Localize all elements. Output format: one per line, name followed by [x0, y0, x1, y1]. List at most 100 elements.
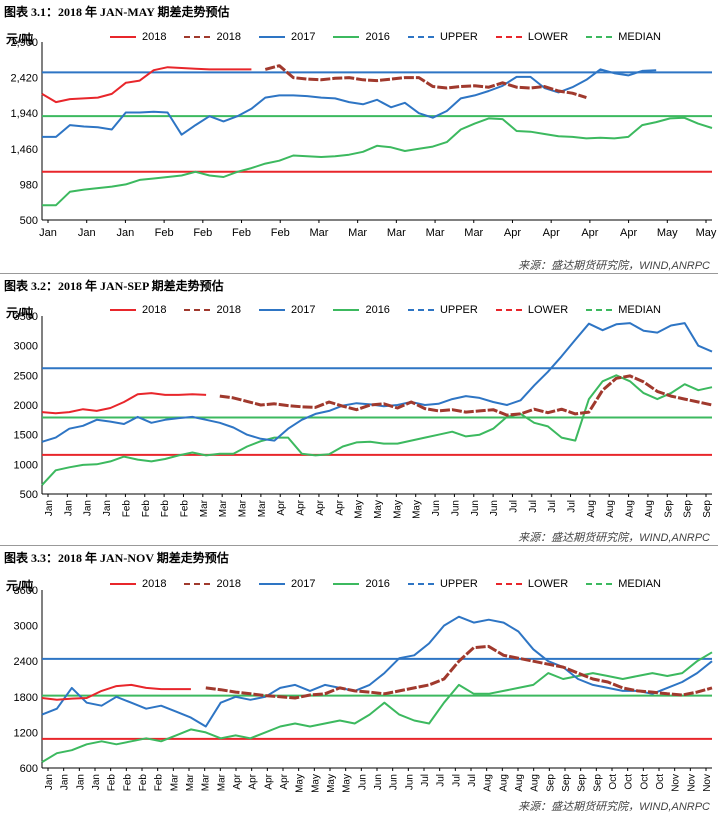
x-tick-label: Apr [248, 773, 259, 789]
y-tick-label: 2,420 [10, 73, 38, 85]
x-tick-label: Nov [686, 774, 697, 792]
legend-label: LOWER [527, 304, 569, 316]
y-tick-label: 3000 [14, 621, 38, 633]
legend-swatch [110, 36, 136, 38]
series-line-brown [219, 374, 713, 417]
x-tick-label: Sep [663, 500, 674, 518]
x-tick-label: May [295, 774, 306, 793]
x-tick-label: Sep [683, 500, 694, 518]
legend-item: UPPER [407, 31, 478, 43]
x-tick-label: Sep [561, 774, 572, 792]
x-tick-label: Mar [199, 499, 210, 517]
x-tick-label: Apr [543, 227, 560, 239]
x-tick-label: Mar [218, 499, 229, 517]
x-tick-label: Feb [232, 227, 251, 239]
x-tick-label: Oct [655, 774, 666, 790]
x-tick-label: Feb [155, 227, 174, 239]
legend: 2018 2018 2017 2016 UPPER LOWER MEDIAN [110, 304, 661, 316]
x-tick-label: Jun [450, 500, 461, 516]
x-tick-label: Jul [567, 500, 578, 513]
x-tick-label: May [412, 500, 423, 519]
x-tick-label: Mar [464, 227, 483, 239]
y-tick-label: 1,460 [10, 144, 38, 156]
legend-item: 2016 [333, 578, 390, 590]
x-tick-label: Aug [514, 774, 525, 792]
x-tick-label: Apr [620, 227, 637, 239]
x-tick-label: Oct [639, 774, 650, 790]
legend-item: MEDIAN [586, 578, 661, 590]
y-tick-label: 3000 [14, 341, 38, 353]
unit-label: 元/吨 [6, 32, 34, 46]
source-note: 来源：盛达期货研究院，WIND,ANRPC [518, 801, 710, 813]
series-line-green [41, 374, 713, 486]
legend-item: 2018 [110, 578, 166, 590]
x-tick-label: May [342, 774, 353, 793]
x-tick-label: Mar [238, 499, 249, 517]
legend-item: 2018 [184, 578, 241, 590]
legend: 2018 2018 2017 2016 UPPER LOWER MEDIAN [110, 578, 661, 590]
x-tick-label: Jun [373, 774, 384, 790]
legend-label: UPPER [439, 578, 478, 590]
legend-swatch [407, 36, 434, 38]
legend-item: MEDIAN [586, 31, 661, 43]
x-tick-label: Feb [160, 500, 171, 518]
x-tick-label: Mar [257, 499, 268, 517]
x-tick-label: Mar [216, 773, 227, 791]
legend-label: LOWER [527, 578, 569, 590]
x-tick-label: Jan [91, 774, 102, 790]
x-tick-label: May [326, 774, 337, 793]
x-tick-label: Feb [138, 774, 149, 792]
legend-item: 2017 [258, 578, 315, 590]
legend-swatch [333, 36, 360, 38]
x-tick-label: Jul [420, 774, 431, 787]
legend-item: 2016 [333, 31, 390, 43]
x-tick-label: Sep [702, 500, 713, 518]
legend-item: 2018 [110, 31, 166, 43]
x-tick-label: Sep [577, 774, 588, 792]
x-tick-label: Jun [470, 500, 481, 516]
y-tick-label: 2,900 [10, 37, 38, 49]
x-tick-label: Feb [154, 774, 165, 792]
x-tick-label: Jan [44, 500, 55, 516]
legend-swatch [258, 309, 285, 311]
y-tick-label: 500 [20, 215, 38, 227]
legend-label: MEDIAN [618, 31, 661, 43]
legend-item: 2017 [258, 304, 316, 316]
x-tick-label: Mar [201, 773, 212, 791]
chart-title: 图表 3.1：2018 年 JAN-MAY 期差走势预估 [4, 5, 230, 19]
legend-label: 2018 [142, 304, 167, 316]
legend-swatch [110, 309, 136, 311]
legend-label: 2017 [290, 304, 316, 316]
series-line-blue [41, 615, 713, 728]
x-tick-label: Oct [608, 774, 619, 790]
x-tick-label: Aug [498, 774, 509, 792]
legend-item: LOWER [495, 304, 569, 316]
x-tick-label: Feb [193, 227, 212, 239]
legend-item: LOWER [495, 31, 568, 43]
x-tick-label: Apr [296, 499, 307, 515]
x-tick-label: Jul [436, 774, 447, 787]
legend: 2018 2018 2017 2016 UPPER LOWER MEDIAN [110, 31, 661, 43]
unit-label: 元/吨 [6, 579, 34, 593]
legend-label: 2016 [365, 304, 390, 316]
series-line-green [42, 116, 713, 207]
y-tick-label: 500 [20, 489, 38, 501]
legend-swatch [110, 583, 136, 585]
series-line-green [41, 651, 713, 763]
x-tick-label: Feb [122, 774, 133, 792]
source-note: 来源：盛达期货研究院，WIND,ANRPC [518, 532, 710, 544]
x-tick-label: Aug [483, 774, 494, 792]
legend-label: 2016 [365, 31, 390, 43]
x-tick-label: Jul [528, 500, 539, 513]
legend-item: MEDIAN [586, 304, 661, 316]
x-tick-label: May [392, 500, 403, 519]
series-line-brown [264, 64, 587, 100]
line-chart: 3600 3000 2400 1800 1200 600 Jan Jan Jan Jan Feb Fe… [14, 585, 713, 793]
x-tick-label: Jan [117, 227, 135, 239]
legend-swatch [258, 583, 285, 585]
x-tick-label: Apr [315, 499, 326, 515]
y-tick-label: 1500 [14, 430, 38, 442]
chart-panel-3: 图表 3.3：2018 年 JAN-NOV 期差走势预估 元/吨 2018 201… [0, 546, 718, 815]
source-note: 来源：盛达期货研究院，WIND,ANRPC [518, 260, 710, 272]
x-tick-label: Nov [702, 774, 713, 792]
